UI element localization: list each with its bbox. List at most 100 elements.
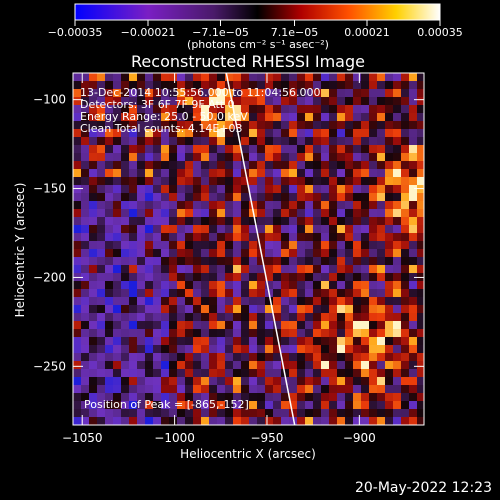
heatmap-cell [177,217,185,225]
heatmap-cell [209,337,217,345]
heatmap-cell [105,297,113,305]
heatmap-cell [97,345,105,353]
heatmap-cell [73,97,81,105]
heatmap-cell [129,169,137,177]
heatmap-cell [281,249,289,257]
heatmap-cell [201,361,209,369]
heatmap-cell [417,177,424,185]
heatmap-cell [305,409,313,417]
heatmap-cell [353,257,361,265]
heatmap-cell [409,337,417,345]
heatmap-cell [337,201,345,209]
heatmap-cell [137,185,145,193]
heatmap-cell [185,393,193,401]
heatmap-cell [257,113,265,121]
heatmap-cell [401,393,409,401]
y-axis-ticks: −100−150−200−250 [33,93,424,373]
heatmap-cell [137,321,145,329]
heatmap-cell [361,193,369,201]
heatmap-cell [225,337,233,345]
heatmap-cell [289,121,297,129]
heatmap-cell [273,409,281,417]
heatmap-cell [169,129,177,137]
heatmap-cell [329,225,337,233]
heatmap-cell [201,201,209,209]
heatmap-cell [273,297,281,305]
heatmap-cell [257,177,265,185]
heatmap-cell [329,81,337,89]
heatmap-cell [193,345,201,353]
peak-position-label: Position of Peak = [-865,-152] [84,398,249,411]
heatmap-cell [113,73,121,81]
heatmap-cell [369,193,377,201]
heatmap-cell [377,145,385,153]
heatmap-cell [329,209,337,217]
heatmap-cell [161,193,169,201]
heatmap-cell [249,281,257,289]
heatmap-cell [217,393,225,401]
heatmap-cell [313,337,321,345]
heatmap-cell [401,401,409,409]
heatmap-cell [89,377,97,385]
heatmap-cell [209,401,217,409]
heatmap-cell [313,217,321,225]
heatmap-cell [73,257,81,265]
heatmap-cell [369,313,377,321]
heatmap-cell [169,321,177,329]
heatmap-cell [209,265,217,273]
heatmap-cell [105,233,113,241]
heatmap-cell [81,329,89,337]
heatmap-cell [137,385,145,393]
heatmap-cell [273,249,281,257]
heatmap-cell [185,129,193,137]
heatmap-cell [113,233,121,241]
heatmap-cell [81,105,89,113]
heatmap-cell [113,201,121,209]
heatmap-cell [241,417,249,425]
heatmap-cell [137,177,145,185]
heatmap-cell [153,209,161,217]
heatmap-cell [377,289,385,297]
heatmap-cell [121,201,129,209]
heatmap-cell [193,217,201,225]
heatmap-cell [377,329,385,337]
heatmap-cell [97,201,105,209]
heatmap-cell [409,273,417,281]
heatmap-cell [417,137,424,145]
heatmap-cell [177,185,185,193]
heatmap-cell [121,177,129,185]
heatmap-cell [73,297,81,305]
heatmap-cell [137,209,145,217]
heatmap-cell [145,177,153,185]
heatmap-cell [265,329,273,337]
heatmap-cell [257,73,265,81]
heatmap-cell [337,225,345,233]
heatmap-cell [177,273,185,281]
heatmap-cell [417,321,424,329]
heatmap-cell [329,249,337,257]
chart-title: Reconstructed RHESSI Image [131,52,365,71]
heatmap-cell [225,281,233,289]
heatmap-cell [113,225,121,233]
heatmap-cell [361,153,369,161]
heatmap-cell [137,225,145,233]
heatmap-cell [281,241,289,249]
heatmap-cell [169,329,177,337]
heatmap-cell [177,417,185,425]
heatmap-cell [257,417,265,425]
heatmap-cell [297,81,305,89]
heatmap-cell [257,265,265,273]
heatmap-cell [73,345,81,353]
heatmap-cell [417,385,424,393]
heatmap-cell [177,265,185,273]
heatmap-cell [353,305,361,313]
heatmap-cell [409,297,417,305]
heatmap-cell [145,113,153,121]
heatmap-cell [209,409,217,417]
heatmap-cell [105,177,113,185]
heatmap-cell [233,177,241,185]
heatmap-cell [137,249,145,257]
heatmap-cell [289,273,297,281]
heatmap-cell [161,305,169,313]
heatmap-cell [329,137,337,145]
